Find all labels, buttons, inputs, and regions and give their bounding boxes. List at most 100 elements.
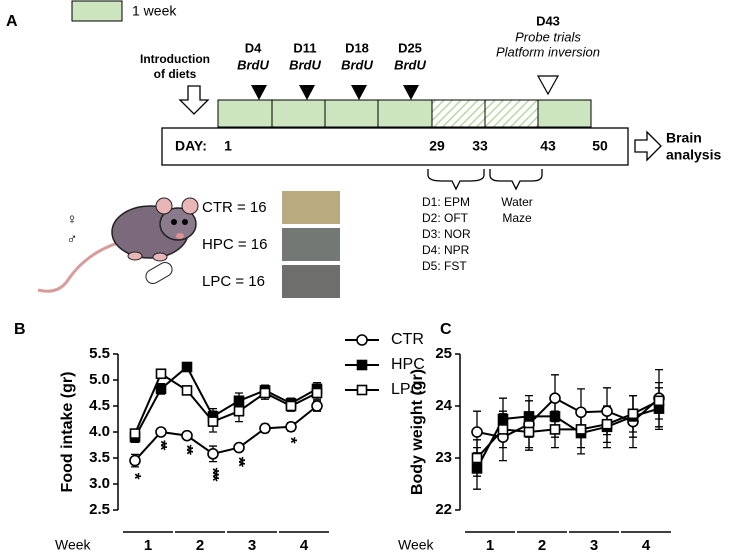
marker: [601, 418, 613, 430]
marker: [575, 406, 587, 419]
test-label: D3: NOR: [422, 227, 471, 241]
significance: *: [282, 437, 301, 444]
marker: [155, 368, 167, 380]
marker: [233, 441, 245, 454]
sex-symbol: ♀: [66, 211, 77, 228]
group-label: LPC = 16: [202, 273, 265, 290]
arrow: [634, 130, 662, 162]
probe-day: D43: [536, 13, 560, 28]
timeline-label: DAY:: [175, 138, 207, 154]
timeline-day: 33: [472, 138, 488, 154]
brace: [489, 169, 543, 191]
y-tick-label: 3.5: [89, 449, 110, 466]
y-tick-label: 4.5: [89, 397, 110, 414]
arrow: [178, 85, 210, 115]
y-tick-label: 3.0: [89, 475, 110, 492]
injection-day: D4: [245, 40, 262, 55]
injection-drug: BrdU: [237, 57, 269, 72]
outcome: analysis: [666, 147, 721, 163]
injection-markers: [251, 85, 419, 100]
marker: [471, 463, 483, 474]
y-tick-label: 5.5: [89, 345, 110, 362]
x-group-label: 4: [642, 537, 651, 554]
brace: [427, 169, 485, 191]
significance: *: [126, 473, 145, 480]
marker: [259, 422, 271, 435]
marker: [311, 387, 323, 399]
marker: [575, 424, 587, 435]
sex-symbol: ♂: [66, 231, 77, 248]
y-tick-label: 4.0: [89, 423, 110, 440]
pellet-photo: [282, 228, 340, 261]
injection-day: D18: [345, 40, 369, 55]
maze-label: Water: [501, 195, 533, 209]
marker: [549, 411, 561, 422]
timeline: [161, 127, 629, 166]
panel-label: B: [14, 321, 26, 338]
x-group-label: 4: [300, 537, 309, 554]
marker: [155, 426, 167, 438]
probe-text: Platform inversion: [496, 44, 600, 59]
marker: [233, 395, 245, 407]
significance: **: [230, 457, 249, 468]
y-axis-label: Food intake (gr): [59, 372, 76, 493]
probe-text: Probe trials: [515, 29, 581, 44]
marker: [497, 424, 509, 435]
x-group-title: Week: [398, 537, 435, 553]
test-label: D2: OFT: [422, 211, 469, 225]
x-group-label: 3: [248, 537, 256, 554]
y-tick-label: 22: [435, 501, 452, 518]
marker: [549, 392, 561, 405]
outcome: Brain: [666, 130, 702, 146]
mouse-illustration: [37, 197, 199, 293]
x-group-label: 2: [196, 537, 204, 554]
test-label: D5: FST: [422, 259, 467, 273]
y-tick-label: 23: [435, 449, 452, 466]
panel-label: A: [6, 13, 18, 30]
injection-drug: BrdU: [394, 57, 426, 72]
marker: [285, 400, 297, 412]
legend-label: HPC: [391, 356, 425, 373]
significance: **: [152, 440, 171, 451]
pellet-photo: [282, 191, 340, 224]
marker: [181, 361, 193, 373]
probe-marker: [536, 75, 560, 96]
marker: [285, 420, 297, 433]
marker: [311, 400, 323, 412]
injection-drug: BrdU: [341, 57, 373, 72]
significance: ***: [204, 468, 223, 482]
y-tick-label: 25: [435, 345, 452, 362]
x-group-label: 2: [538, 537, 546, 554]
intro-label: of diets: [154, 67, 197, 81]
marker: [653, 395, 665, 407]
marker: [181, 429, 193, 442]
test-label: D4: NPR: [422, 243, 470, 257]
panel-label: C: [440, 321, 452, 338]
marker: [207, 416, 219, 427]
group-label: CTR = 16: [202, 199, 267, 216]
x-group-label: 3: [590, 537, 598, 554]
legend-label: LPC: [391, 381, 422, 398]
injection-day: D11: [293, 40, 316, 55]
marker: [601, 405, 613, 418]
marker: [259, 387, 271, 399]
x-group-label: 1: [144, 537, 152, 554]
marker: [181, 385, 193, 396]
timeline-day: 43: [540, 138, 556, 154]
y-tick-label: 2.5: [89, 501, 110, 518]
timeline-day: 29: [429, 138, 445, 154]
marker: [129, 454, 141, 467]
marker: [471, 426, 483, 438]
significance: **: [178, 445, 197, 456]
x-group-title: Week: [55, 537, 92, 553]
timeline-day: 1: [224, 138, 232, 154]
y-tick-label: 5.0: [89, 371, 110, 388]
injection-drug: BrdU: [289, 57, 321, 72]
y-axis-label: Body weight (gr): [409, 369, 426, 495]
y-tick-label: 24: [435, 397, 452, 414]
marker: [129, 428, 141, 439]
marker: [523, 411, 535, 422]
marker: [155, 383, 167, 395]
marker: [497, 413, 509, 425]
